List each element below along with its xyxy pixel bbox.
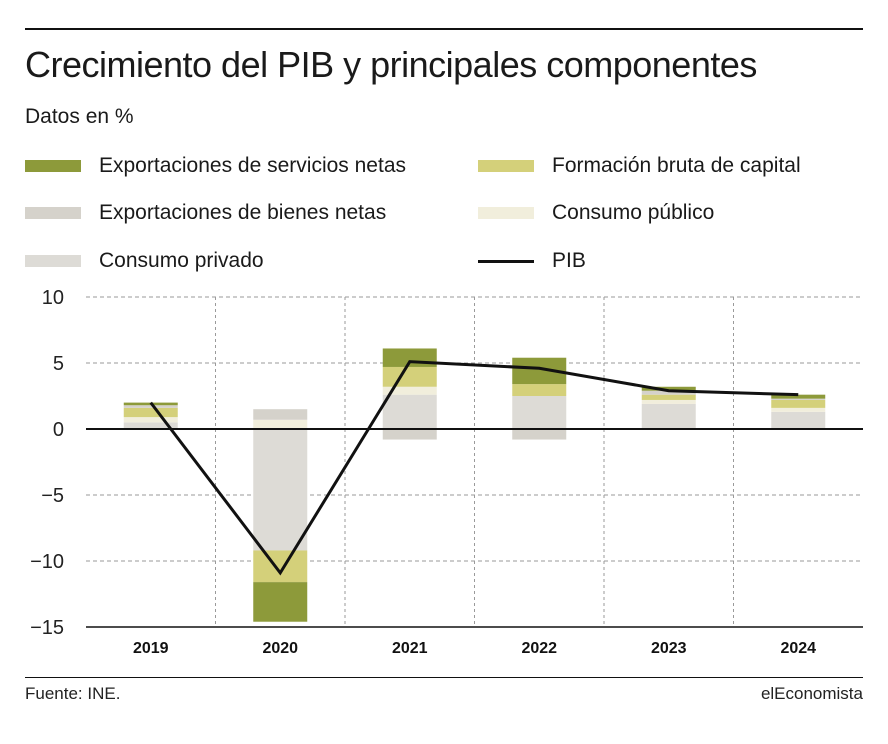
bar-publico-2024	[771, 407, 826, 412]
bar-fbc-2019	[123, 407, 178, 418]
bar-serv-2024	[771, 394, 826, 399]
y-tick-label: 5	[53, 353, 64, 375]
legend-swatch-serv	[25, 160, 81, 172]
bar-fbc-2020	[253, 550, 308, 583]
bar-bienes-2024	[771, 398, 826, 400]
bar-privado-2020	[253, 429, 308, 551]
legend-label-bienes: Exportaciones de bienes netas	[99, 201, 387, 224]
legend-item-fbc: Formación bruta de capital	[478, 154, 801, 178]
legend-swatch-bienes	[25, 207, 81, 219]
legend-swatch-privado	[25, 255, 81, 267]
bar-bienes-2023	[641, 390, 696, 395]
legend-label-fbc: Formación bruta de capital	[552, 154, 801, 177]
chart-title: Crecimiento del PIB y principales compon…	[25, 44, 757, 85]
x-tick-label: 2020	[262, 640, 298, 657]
source-note: Fuente: INE.	[25, 684, 121, 703]
pib-line	[149, 360, 799, 576]
bar-publico-2021	[382, 386, 437, 395]
x-tick-label: 2024	[780, 640, 816, 657]
bar-fbc-2024	[771, 399, 826, 408]
bar-fbc-2021	[382, 366, 437, 387]
legend-label-publico: Consumo público	[552, 201, 715, 224]
bar-publico-2020	[253, 419, 308, 429]
legend-swatch-publico	[478, 207, 534, 219]
bar-bienes-2022	[512, 429, 567, 440]
bar-bienes-2019	[123, 405, 178, 408]
y-tick-label: −5	[41, 485, 64, 507]
bar-publico-2023	[641, 399, 696, 404]
bar-fbc-2022	[512, 384, 567, 396]
bar-privado-2022	[512, 396, 567, 429]
legend-swatch-pib	[478, 259, 534, 263]
bar-privado-2023	[641, 403, 696, 429]
y-tick-label: 10	[42, 287, 64, 309]
legend-item-pib: PIB	[478, 249, 586, 273]
legend-item-privado: Consumo privado	[25, 249, 264, 273]
bar-serv-2023	[641, 386, 696, 391]
legend-item-bienes: Exportaciones de bienes netas	[25, 201, 386, 225]
bar-privado-2021	[382, 394, 437, 429]
y-tick-label: 0	[53, 419, 64, 441]
legend-label-privado: Consumo privado	[99, 249, 264, 272]
bar-fbc-2023	[641, 394, 696, 400]
legend-item-publico: Consumo público	[478, 201, 714, 225]
bar-privado-2019	[123, 422, 178, 429]
bottom-rule	[25, 677, 863, 678]
brand-name: elEconomista	[760, 684, 863, 703]
legend-label-pib: PIB	[552, 249, 586, 272]
x-tick-label: 2019	[133, 640, 169, 657]
bar-bienes-2020	[253, 409, 308, 420]
legend-swatch-fbc	[478, 160, 534, 172]
top-rule	[25, 28, 863, 30]
legend-label-serv: Exportaciones de servicios netas	[99, 154, 406, 177]
x-tick-label: 2021	[392, 640, 428, 657]
x-tick-label: 2023	[651, 640, 687, 657]
legend-item-serv: Exportaciones de servicios netas	[25, 154, 406, 178]
bar-publico-2019	[123, 417, 178, 423]
bar-bienes-2021	[382, 429, 437, 440]
x-tick-label: 2022	[521, 640, 557, 657]
chart-subtitle: Datos en %	[25, 105, 134, 128]
bar-privado-2024	[771, 411, 826, 429]
y-tick-label: −15	[30, 617, 64, 639]
bar-serv-2020	[253, 582, 308, 622]
y-tick-label: −10	[30, 551, 64, 573]
